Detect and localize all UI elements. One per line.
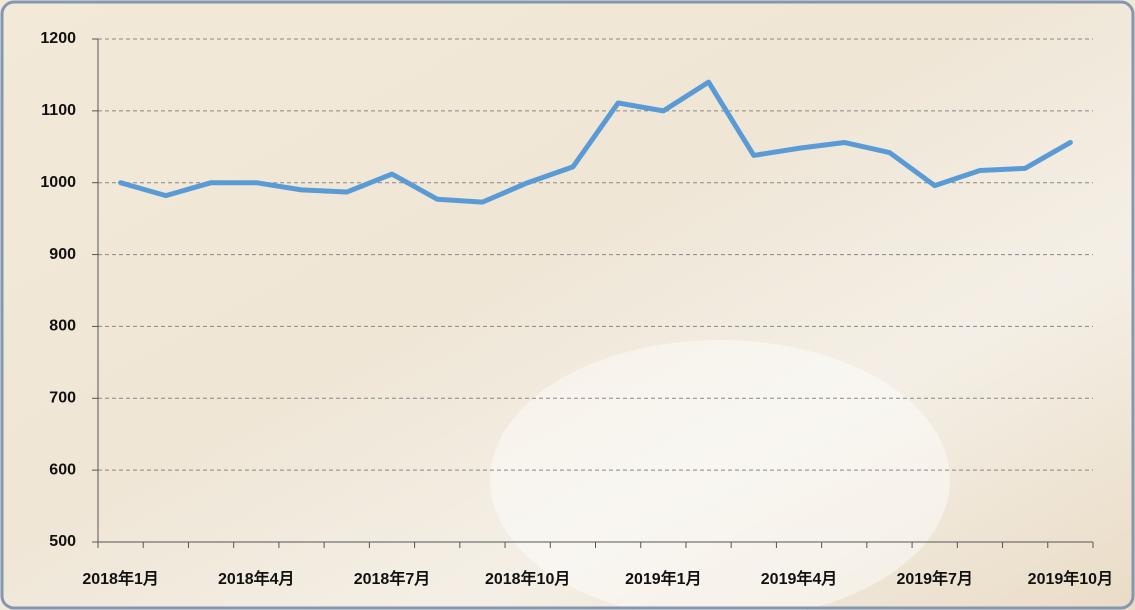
x-tick-label: 2019年1月 (625, 569, 702, 588)
background-decoration (490, 340, 950, 610)
y-tick-label: 1100 (41, 102, 76, 119)
y-tick-label: 700 (49, 390, 76, 407)
x-tick-label: 2019年7月 (896, 569, 973, 588)
y-tick-label: 900 (49, 246, 76, 263)
x-tick-label: 2018年1月 (82, 569, 159, 588)
x-tick-label: 2019年10月 (1028, 569, 1113, 588)
x-tick-label: 2018年7月 (354, 569, 431, 588)
y-tick-label: 800 (49, 318, 76, 335)
x-tick-label: 2018年10月 (485, 569, 570, 588)
x-tick-label: 2018年4月 (218, 569, 295, 588)
y-tick-label: 1200 (40, 30, 76, 47)
y-tick-label: 600 (49, 461, 76, 478)
x-tick-label: 2019年4月 (761, 569, 838, 588)
y-tick-label: 1000 (40, 174, 76, 191)
page: 500 600 700 800 900 1000 1100 1200 2018年1月 2018年4… (0, 0, 1135, 610)
y-tick-label: 500 (49, 533, 76, 550)
chart: 500 600 700 800 900 1000 1100 1200 2018年1月 2018年4… (0, 0, 1135, 610)
